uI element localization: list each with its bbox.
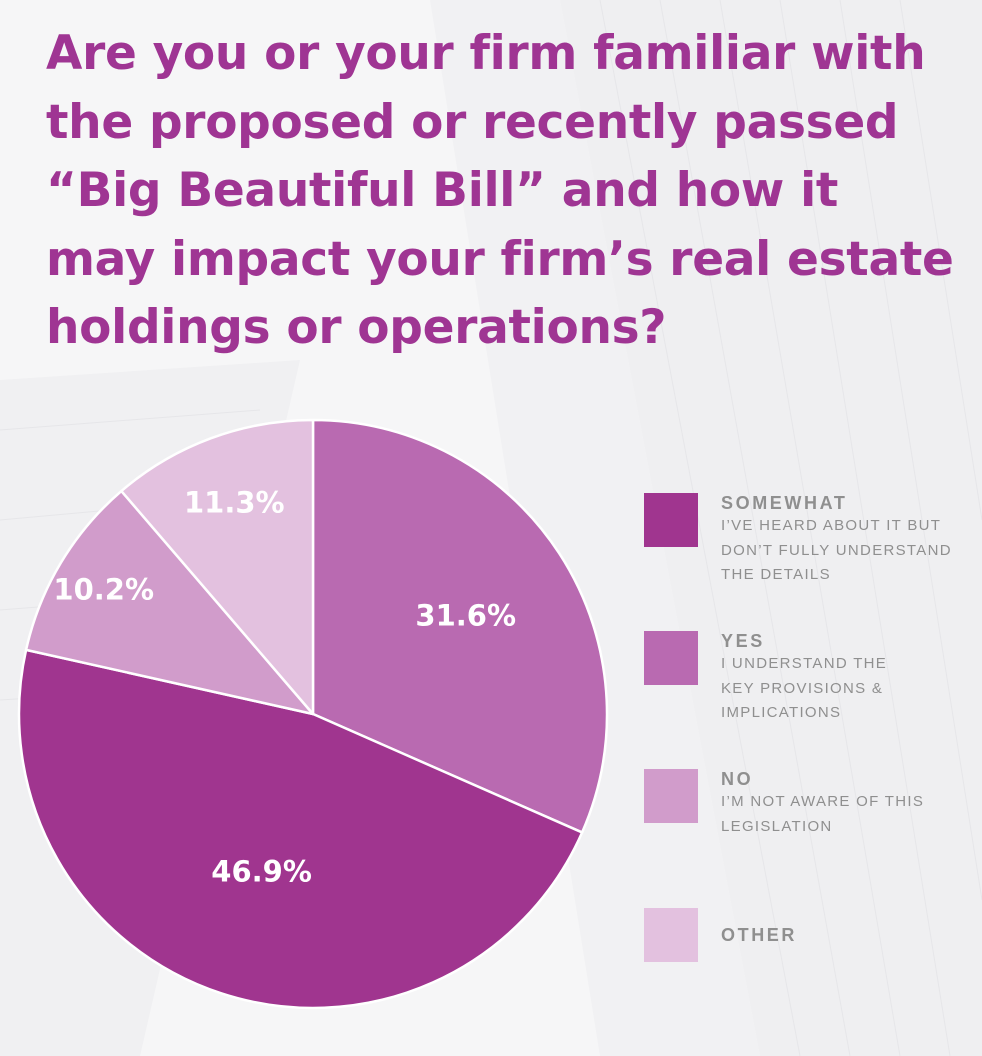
slice-label-somewhat: 46.9% [211, 854, 312, 888]
legend-text: SOMEWHAT I’VE HEARD ABOUT IT BUT DON’T FUL… [721, 492, 981, 588]
legend-description-line: IMPLICATIONS [721, 704, 842, 722]
legend-swatch-yes [644, 631, 698, 685]
title-line: “Big Beautiful Bill” and how it [46, 163, 839, 218]
pie-slices [17, 418, 609, 1010]
pie-slice-other [120, 418, 315, 716]
legend-description-line: I UNDERSTAND THE [721, 655, 888, 672]
legend-heading: YES [721, 631, 765, 651]
title-line: may impact your firm’s real estate [46, 231, 954, 287]
slice-label-no: 10.2% [53, 573, 154, 607]
title-line: the proposed or recently passed [46, 94, 899, 150]
pie-slice-yes [311, 418, 609, 834]
pie-slice-somewhat [17, 648, 584, 1010]
legend-swatch-other [644, 908, 698, 962]
title-line: holdings or operations? [46, 300, 667, 355]
legend-description-line: KEY PROVISIONS & [721, 679, 884, 697]
legend-description-line: DON’T FULLY UNDERSTAND [721, 541, 952, 559]
legend-swatch-no [644, 769, 698, 823]
legend-description-line: I’M NOT AWARE OF THIS [721, 793, 925, 810]
pie-slice-no [24, 489, 315, 716]
legend-description-line: THE DETAILS [721, 566, 831, 584]
legend-description-line: LEGISLATION [721, 817, 833, 835]
legend-heading: OTHER [721, 925, 797, 945]
legend-text: YES I UNDERSTAND THE KEY PROVISIONS & IMPLI… [721, 630, 981, 726]
slice-label-other: 11.3% [184, 486, 285, 520]
title-line: Are you or your firm familiar with [46, 26, 926, 81]
legend-heading: SOMEWHAT [721, 493, 848, 513]
legend-description-line: I’VE HEARD ABOUT IT BUT [721, 517, 942, 534]
legend-heading: NO [721, 769, 754, 789]
chart-title: Are you or your firm familiar with the p… [46, 20, 954, 363]
legend-swatch-somewhat [644, 493, 698, 547]
legend-text: OTHER [721, 924, 981, 946]
pie-labels: 31.6% 46.9% 10.2% 11.3% [53, 486, 516, 889]
slice-label-yes: 31.6% [415, 598, 516, 632]
legend-text: NO I’M NOT AWARE OF THIS LEGISLATION [721, 768, 981, 839]
